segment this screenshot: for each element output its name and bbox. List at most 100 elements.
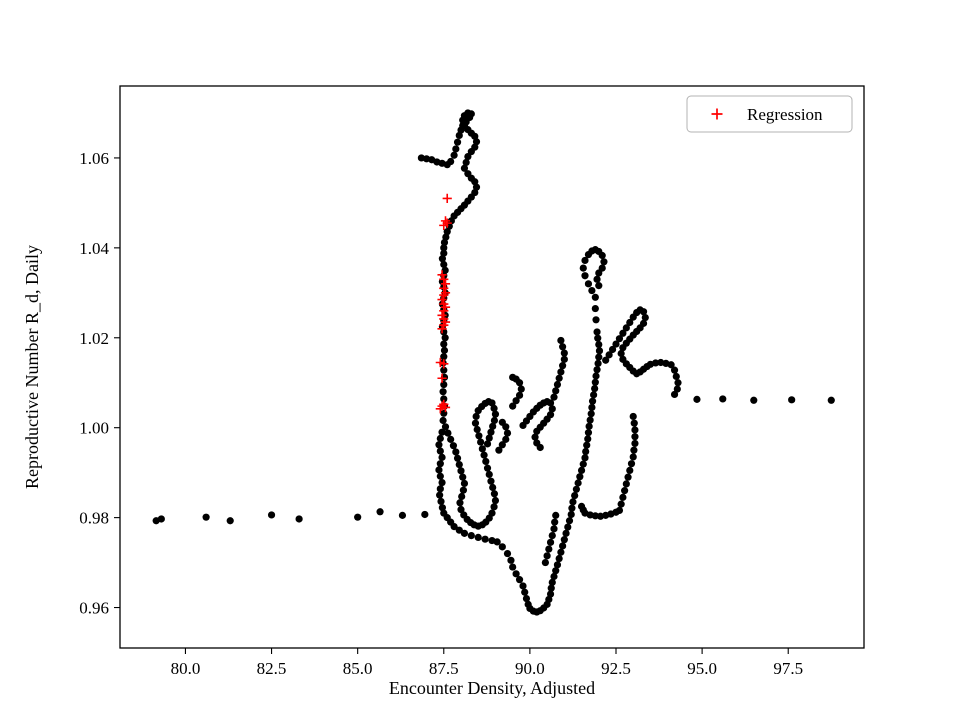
data-point: [462, 158, 470, 167]
data-point: [438, 453, 446, 461]
data-point: [630, 419, 638, 427]
regression-point: [437, 324, 447, 334]
data-point: [631, 433, 639, 441]
data-point: [557, 548, 565, 556]
data-point: [458, 492, 466, 501]
data-point: [515, 391, 524, 399]
data-point: [440, 244, 448, 252]
data-point: [435, 441, 443, 449]
data-point: [624, 473, 632, 481]
data-point: [456, 499, 464, 507]
data-point: [489, 483, 497, 492]
data-point: [522, 594, 531, 603]
data-point: [452, 448, 460, 456]
plot-frame: [119, 85, 865, 649]
data-point: [605, 351, 613, 359]
data-point: [490, 404, 498, 412]
regression-point: [440, 288, 451, 298]
x-tick-label: 82.5: [257, 659, 287, 678]
data-point: [460, 164, 469, 172]
data-point: [548, 405, 556, 413]
data-point: [480, 451, 488, 459]
data-point: [577, 466, 586, 475]
data-point: [450, 151, 458, 159]
data-point: [533, 427, 541, 435]
data-point: [438, 428, 446, 436]
data-point: [670, 366, 679, 374]
data-point: [498, 418, 506, 426]
data-point: [670, 390, 679, 399]
data-point: [452, 145, 460, 153]
legend: Regression: [686, 95, 853, 133]
data-point: [485, 434, 493, 442]
data-point: [576, 473, 584, 481]
data-point: [438, 478, 446, 487]
data-point: [552, 567, 560, 575]
data-point: [602, 356, 610, 364]
data-point: [459, 473, 467, 481]
data-point: [617, 500, 625, 508]
data-point: [436, 472, 444, 480]
data-point: [626, 318, 634, 327]
data-point: [595, 347, 604, 355]
data-point: [515, 576, 524, 584]
x-axis: 80.0 82.5 85.0 87.5 90.0 92.5 95.0 97.5: [171, 648, 803, 678]
data-point: [503, 429, 512, 437]
data-point: [591, 304, 599, 313]
data-point: [482, 457, 490, 466]
data-point: [590, 391, 598, 399]
data-point: [667, 361, 675, 369]
data-point: [591, 512, 599, 520]
data-point: [550, 572, 558, 581]
data-point: [595, 340, 603, 349]
data-point: [583, 441, 591, 449]
x-tick-label: 95.0: [687, 659, 717, 678]
data-point: [652, 359, 660, 367]
data-point: [546, 590, 555, 598]
y-tick-label: 1.00: [79, 419, 109, 438]
data-point: [591, 378, 599, 386]
data-point: [622, 324, 630, 332]
data-point: [157, 515, 165, 523]
x-tick-label: 87.5: [429, 659, 459, 678]
y-tick-label: 1.06: [79, 149, 109, 168]
data-point: [621, 487, 629, 495]
data-point: [693, 395, 701, 403]
data-point: [619, 344, 627, 352]
data-point: [594, 359, 602, 368]
data-point: [593, 275, 601, 283]
data-point: [438, 255, 446, 263]
data-point: [619, 329, 627, 337]
y-tick-label: 1.04: [79, 239, 109, 258]
regression-point: [437, 373, 447, 383]
y-axis-label: Reproductive Number R_d, Daily: [22, 245, 42, 489]
data-point: [622, 480, 630, 488]
data-point: [436, 491, 444, 499]
data-point: [626, 466, 634, 475]
y-tick-label: 1.02: [79, 329, 109, 348]
data-point: [354, 513, 362, 521]
data-point: [595, 353, 603, 361]
regression-point: [440, 279, 451, 289]
data-point: [615, 335, 624, 343]
data-point: [559, 542, 567, 550]
data-point: [503, 549, 512, 558]
data-point: [443, 228, 451, 236]
data-point: [565, 517, 574, 525]
data-point: [591, 293, 599, 301]
data-point: [641, 313, 649, 322]
data-point: [593, 366, 601, 374]
data-point: [471, 419, 480, 427]
data-point: [531, 433, 539, 441]
data-point: [557, 368, 565, 376]
data-point: [440, 353, 448, 361]
data-point: [631, 426, 639, 434]
data-point: [584, 429, 593, 437]
data-point: [629, 412, 637, 421]
regression-point: [439, 359, 449, 369]
data-point: [455, 526, 463, 534]
data-point: [481, 535, 489, 543]
data-point: [488, 509, 496, 517]
regression-point: [437, 270, 447, 280]
